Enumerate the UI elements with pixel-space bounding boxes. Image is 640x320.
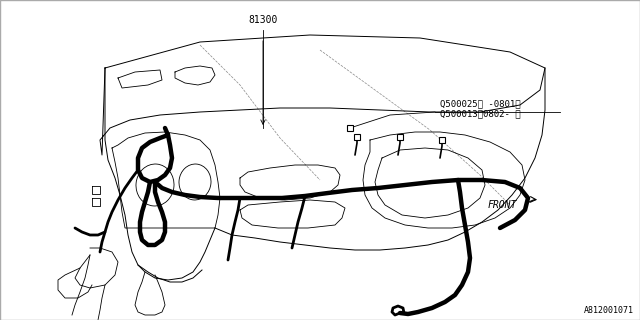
Text: FRONT: FRONT xyxy=(488,200,517,210)
Text: 81300: 81300 xyxy=(248,15,278,25)
Text: Q500013（0802- ）: Q500013（0802- ） xyxy=(440,109,520,118)
Text: Q500025（ -0801）: Q500025（ -0801） xyxy=(440,99,520,108)
Text: A812001071: A812001071 xyxy=(584,306,634,315)
